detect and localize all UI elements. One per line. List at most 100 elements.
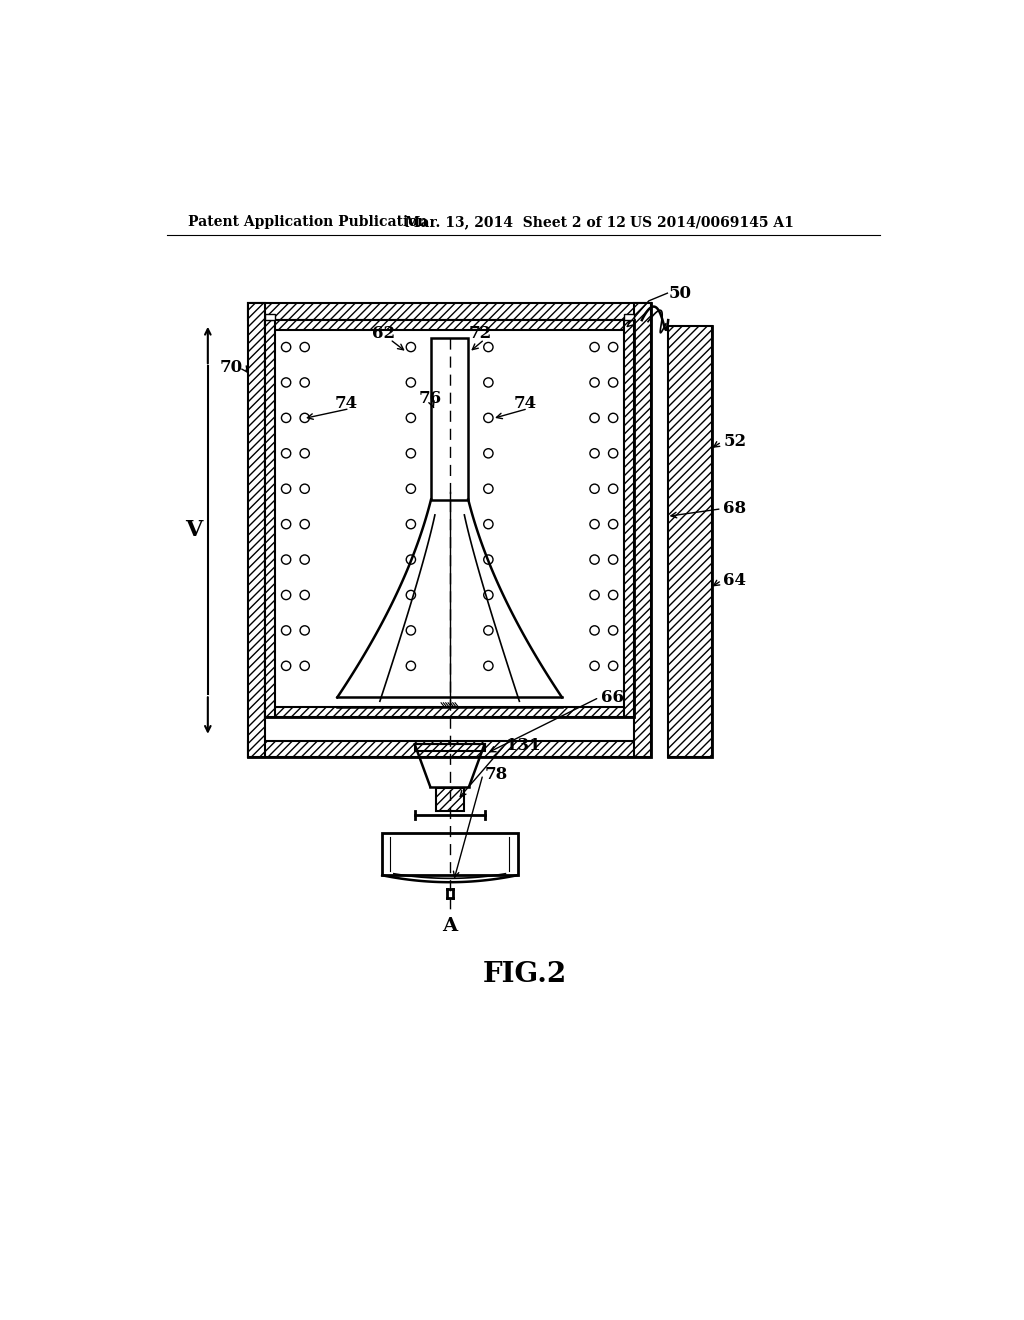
Text: 72: 72	[469, 326, 493, 342]
Text: 68: 68	[723, 500, 746, 517]
Circle shape	[407, 484, 416, 494]
Circle shape	[407, 590, 416, 599]
Circle shape	[300, 484, 309, 494]
Circle shape	[590, 554, 599, 564]
Bar	[248, 741, 651, 758]
Text: 78: 78	[484, 766, 508, 783]
Circle shape	[300, 413, 309, 422]
Circle shape	[282, 590, 291, 599]
Bar	[415, 744, 484, 751]
Circle shape	[483, 554, 493, 564]
Text: Mar. 13, 2014  Sheet 2 of 12: Mar. 13, 2014 Sheet 2 of 12	[406, 215, 627, 230]
Circle shape	[608, 378, 617, 387]
Circle shape	[300, 590, 309, 599]
Bar	[248, 304, 651, 758]
Circle shape	[407, 520, 416, 529]
Bar	[435, 788, 464, 812]
Circle shape	[608, 342, 617, 351]
Circle shape	[608, 449, 617, 458]
Circle shape	[282, 449, 291, 458]
Circle shape	[300, 378, 309, 387]
Text: 64: 64	[723, 572, 746, 589]
Circle shape	[300, 661, 309, 671]
Circle shape	[407, 626, 416, 635]
Circle shape	[590, 413, 599, 422]
Circle shape	[483, 626, 493, 635]
Circle shape	[483, 413, 493, 422]
Circle shape	[407, 554, 416, 564]
Circle shape	[483, 661, 493, 671]
Circle shape	[282, 554, 291, 564]
Circle shape	[300, 342, 309, 351]
Circle shape	[590, 342, 599, 351]
Circle shape	[590, 484, 599, 494]
Circle shape	[300, 626, 309, 635]
Bar	[634, 304, 651, 758]
Text: 62: 62	[372, 326, 395, 342]
Bar	[248, 304, 651, 321]
Circle shape	[608, 554, 617, 564]
Bar	[624, 314, 634, 321]
Bar	[265, 321, 634, 330]
Bar	[435, 788, 464, 812]
Bar	[669, 326, 712, 758]
Circle shape	[282, 484, 291, 494]
Text: 74: 74	[513, 395, 537, 412]
Circle shape	[407, 342, 416, 351]
Circle shape	[282, 661, 291, 671]
Circle shape	[483, 342, 493, 351]
Circle shape	[407, 449, 416, 458]
Text: 66: 66	[601, 689, 624, 706]
Text: 52: 52	[723, 433, 746, 450]
Circle shape	[407, 413, 416, 422]
Text: V: V	[185, 519, 203, 541]
Circle shape	[300, 554, 309, 564]
Bar	[265, 708, 634, 718]
Circle shape	[407, 378, 416, 387]
Bar	[382, 833, 518, 875]
Circle shape	[590, 449, 599, 458]
Text: Patent Application Publication: Patent Application Publication	[188, 215, 428, 230]
Text: A: A	[442, 917, 457, 935]
Circle shape	[300, 449, 309, 458]
Text: 76: 76	[419, 391, 441, 407]
Circle shape	[590, 661, 599, 671]
Circle shape	[407, 661, 416, 671]
Bar	[265, 321, 275, 718]
Circle shape	[608, 520, 617, 529]
Bar	[248, 304, 265, 758]
Bar	[265, 321, 634, 718]
Circle shape	[483, 484, 493, 494]
Circle shape	[483, 520, 493, 529]
Bar	[248, 741, 651, 758]
Circle shape	[300, 520, 309, 529]
Text: US 2014/0069145 A1: US 2014/0069145 A1	[630, 215, 794, 230]
Circle shape	[590, 626, 599, 635]
Text: 131: 131	[506, 737, 541, 754]
Circle shape	[590, 590, 599, 599]
Circle shape	[282, 413, 291, 422]
Circle shape	[608, 626, 617, 635]
Circle shape	[282, 342, 291, 351]
Circle shape	[483, 590, 493, 599]
Bar	[415, 744, 484, 751]
Text: FIG.2: FIG.2	[482, 961, 567, 989]
Circle shape	[590, 520, 599, 529]
Bar	[265, 708, 634, 718]
Bar	[634, 304, 651, 758]
Circle shape	[608, 661, 617, 671]
Bar	[248, 304, 265, 758]
Bar	[431, 338, 468, 499]
Circle shape	[608, 590, 617, 599]
Circle shape	[282, 626, 291, 635]
Circle shape	[282, 378, 291, 387]
Circle shape	[590, 378, 599, 387]
Circle shape	[608, 413, 617, 422]
Text: 50: 50	[669, 285, 692, 302]
Bar	[265, 314, 275, 321]
Bar	[669, 326, 712, 758]
Bar	[624, 321, 634, 718]
Bar	[265, 321, 634, 330]
Bar	[248, 304, 651, 321]
Circle shape	[282, 520, 291, 529]
